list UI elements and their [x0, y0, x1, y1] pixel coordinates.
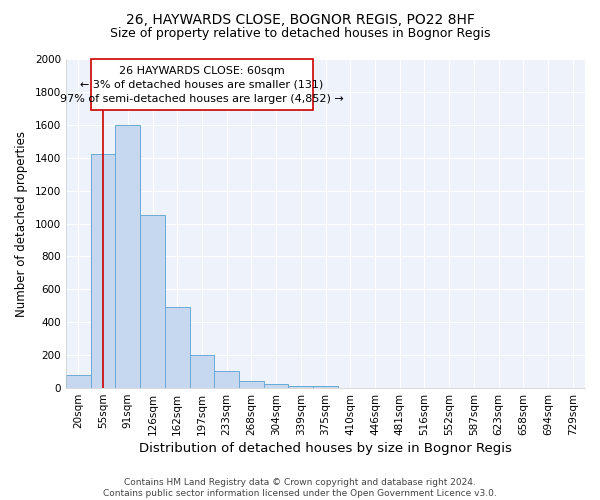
Bar — [264, 384, 289, 388]
Text: 26 HAYWARDS CLOSE: 60sqm
← 3% of detached houses are smaller (131)
97% of semi-d: 26 HAYWARDS CLOSE: 60sqm ← 3% of detache… — [60, 66, 344, 104]
Bar — [115, 125, 140, 388]
Bar — [239, 382, 264, 388]
Text: Size of property relative to detached houses in Bognor Regis: Size of property relative to detached ho… — [110, 28, 490, 40]
Bar — [66, 375, 91, 388]
X-axis label: Distribution of detached houses by size in Bognor Regis: Distribution of detached houses by size … — [139, 442, 512, 455]
Bar — [140, 216, 165, 388]
Bar — [190, 355, 214, 388]
Bar — [214, 371, 239, 388]
Bar — [313, 386, 338, 388]
Y-axis label: Number of detached properties: Number of detached properties — [15, 130, 28, 316]
FancyBboxPatch shape — [91, 59, 313, 110]
Bar — [165, 308, 190, 388]
Bar — [289, 386, 313, 388]
Text: Contains HM Land Registry data © Crown copyright and database right 2024.
Contai: Contains HM Land Registry data © Crown c… — [103, 478, 497, 498]
Text: 26, HAYWARDS CLOSE, BOGNOR REGIS, PO22 8HF: 26, HAYWARDS CLOSE, BOGNOR REGIS, PO22 8… — [125, 12, 475, 26]
Bar — [91, 154, 115, 388]
